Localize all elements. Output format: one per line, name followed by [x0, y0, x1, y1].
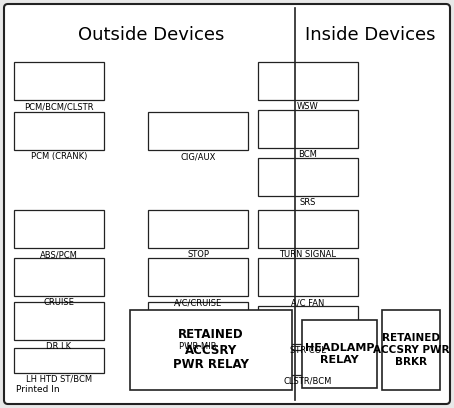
Text: Printed In: Printed In [16, 386, 59, 395]
Bar [14, 210, 104, 248]
Bar [258, 62, 358, 100]
Bar [258, 306, 358, 344]
Text: WSW: WSW [297, 102, 319, 111]
Text: HEADLAMP
RELAY: HEADLAMP RELAY [305, 343, 374, 365]
Text: BCM: BCM [299, 150, 317, 159]
Text: STR COL: STR COL [290, 346, 326, 355]
Text: TURN SIGNAL: TURN SIGNAL [280, 250, 336, 259]
Bar [258, 158, 358, 196]
Text: ABS/PCM: ABS/PCM [40, 250, 78, 259]
Bar [148, 112, 248, 150]
Bar [14, 112, 104, 150]
Bar [148, 302, 248, 340]
Bar [148, 210, 248, 248]
Bar [302, 320, 377, 388]
Text: Outside Devices: Outside Devices [78, 26, 225, 44]
Bar [382, 310, 440, 390]
Text: LH HTD ST/BCM: LH HTD ST/BCM [26, 375, 92, 384]
Text: RETAINED
ACCSRY PWR
BRKR: RETAINED ACCSRY PWR BRKR [373, 333, 449, 367]
Text: DR LK: DR LK [46, 342, 72, 351]
Text: CRUISE: CRUISE [44, 298, 74, 307]
Text: SRS: SRS [300, 198, 316, 207]
Bar [258, 350, 358, 375]
Text: PCM (CRANK): PCM (CRANK) [31, 152, 87, 161]
Bar [14, 62, 104, 100]
Bar [258, 110, 358, 148]
Bar [258, 210, 358, 248]
Bar [258, 258, 358, 296]
Text: CIG/AUX: CIG/AUX [180, 152, 216, 161]
Bar [14, 258, 104, 296]
Bar [14, 348, 104, 373]
Text: A/C FAN: A/C FAN [291, 298, 325, 307]
Text: CLSTR/BCM: CLSTR/BCM [284, 377, 332, 386]
Text: PWR MIR: PWR MIR [179, 342, 217, 351]
Text: RETAINED
ACCSRY
PWR RELAY: RETAINED ACCSRY PWR RELAY [173, 328, 249, 372]
Text: Inside Devices: Inside Devices [305, 26, 436, 44]
Bar [130, 310, 292, 390]
Text: PCM/BCM/CLSTR: PCM/BCM/CLSTR [24, 102, 94, 111]
FancyBboxPatch shape [4, 4, 450, 404]
Text: A/C/CRUISE: A/C/CRUISE [174, 298, 222, 307]
Text: STOP: STOP [187, 250, 209, 259]
Bar [14, 302, 104, 340]
Bar [148, 258, 248, 296]
